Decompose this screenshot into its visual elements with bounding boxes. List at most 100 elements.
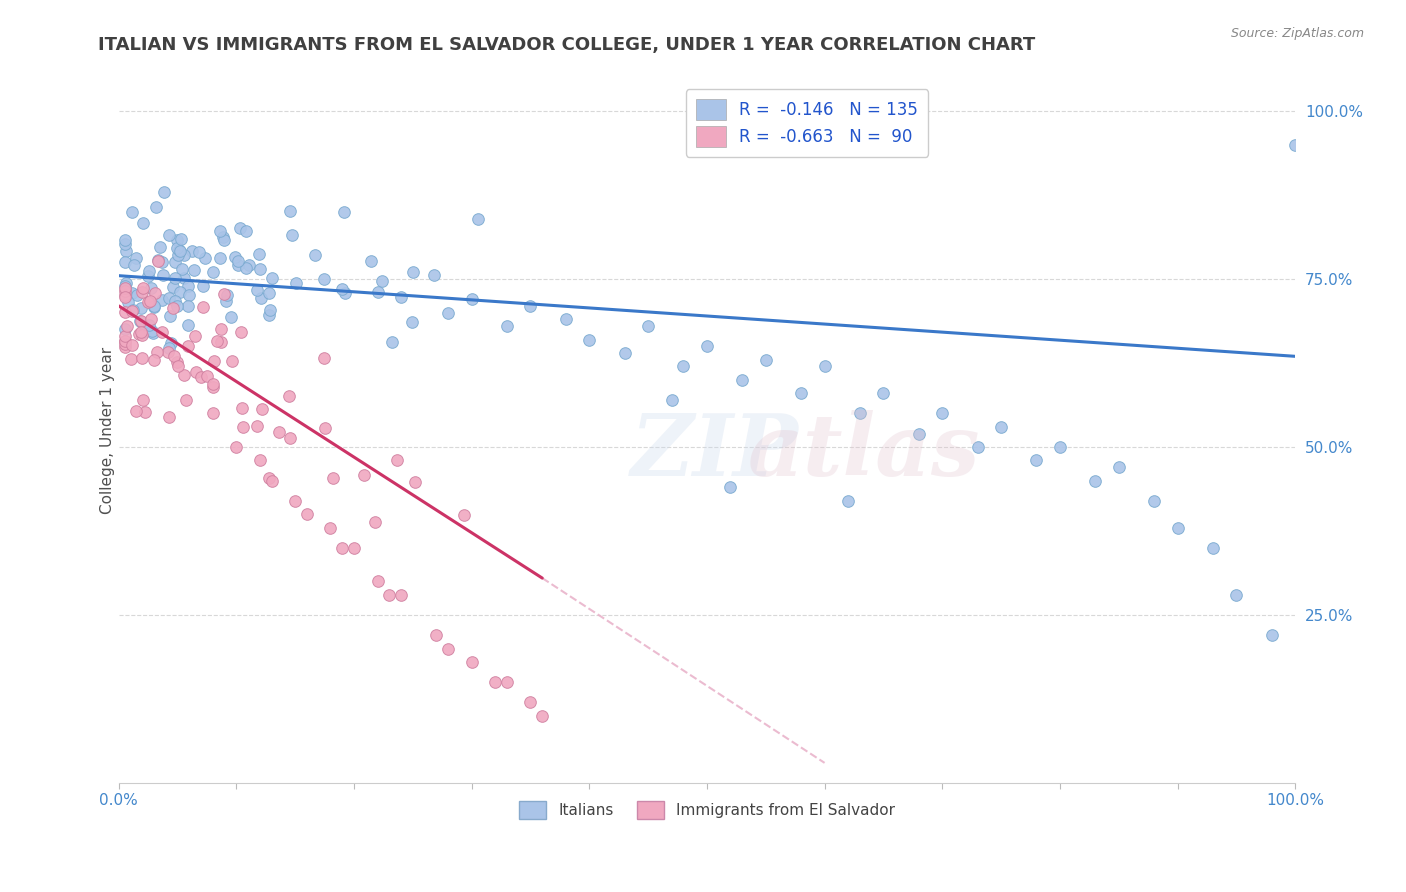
Point xyxy=(114,288,136,302)
Point xyxy=(125,251,148,265)
Point xyxy=(121,303,143,318)
Point xyxy=(281,228,304,243)
Point xyxy=(1084,474,1107,488)
Point xyxy=(330,541,353,555)
Point xyxy=(177,299,200,313)
Point xyxy=(138,264,160,278)
Point xyxy=(121,338,143,352)
Point xyxy=(285,276,308,290)
Point xyxy=(183,263,205,277)
Point xyxy=(437,641,460,656)
Point xyxy=(129,314,152,328)
Point xyxy=(389,290,412,304)
Point xyxy=(190,370,212,384)
Point xyxy=(150,255,173,269)
Point xyxy=(1049,440,1071,454)
Legend: Italians, Immigrants from El Salvador: Italians, Immigrants from El Salvador xyxy=(512,795,901,825)
Point xyxy=(114,255,136,269)
Point xyxy=(228,220,250,235)
Point xyxy=(131,351,153,365)
Point xyxy=(134,404,156,418)
Point xyxy=(166,355,188,369)
Point xyxy=(193,279,215,293)
Point xyxy=(215,287,238,301)
Point xyxy=(247,247,270,261)
Point xyxy=(163,294,186,309)
Point xyxy=(166,359,188,374)
Point xyxy=(127,288,149,302)
Point xyxy=(146,345,169,359)
Point xyxy=(201,406,224,420)
Point xyxy=(121,304,143,318)
Point xyxy=(401,315,423,329)
Point xyxy=(249,261,271,276)
Point xyxy=(314,420,336,434)
Point xyxy=(637,319,659,334)
Point xyxy=(226,254,249,268)
Point xyxy=(131,285,153,299)
Point xyxy=(114,305,136,319)
Point xyxy=(257,308,280,322)
Point xyxy=(531,709,554,723)
Point xyxy=(460,292,482,306)
Point xyxy=(245,283,267,297)
Point xyxy=(1202,541,1225,555)
Point xyxy=(484,675,506,690)
Point xyxy=(148,253,170,268)
Point xyxy=(114,329,136,343)
Point xyxy=(1260,628,1282,642)
Point xyxy=(1225,588,1247,602)
Point xyxy=(173,271,195,285)
Point xyxy=(367,574,389,589)
Point xyxy=(314,351,336,366)
Point xyxy=(132,281,155,295)
Point xyxy=(322,471,344,485)
Point xyxy=(114,334,136,348)
Point xyxy=(166,233,188,247)
Point xyxy=(314,272,336,286)
Point xyxy=(259,303,281,318)
Point xyxy=(177,279,200,293)
Point xyxy=(381,334,404,349)
Point xyxy=(378,588,401,602)
Point xyxy=(201,380,224,394)
Point xyxy=(145,200,167,214)
Point xyxy=(184,365,207,379)
Point xyxy=(872,386,894,401)
Point xyxy=(114,278,136,293)
Point xyxy=(142,299,165,313)
Point xyxy=(157,341,180,355)
Point xyxy=(990,420,1012,434)
Point xyxy=(139,281,162,295)
Point xyxy=(1108,460,1130,475)
Point xyxy=(163,349,186,363)
Point xyxy=(696,339,718,353)
Point xyxy=(367,285,389,300)
Point xyxy=(193,300,215,314)
Point xyxy=(519,299,541,313)
Point xyxy=(209,335,232,350)
Text: Source: ZipAtlas.com: Source: ZipAtlas.com xyxy=(1230,27,1364,40)
Point xyxy=(152,268,174,282)
Point xyxy=(138,318,160,332)
Point xyxy=(160,336,183,351)
Text: ZIP: ZIP xyxy=(630,409,799,493)
Point xyxy=(295,508,318,522)
Point xyxy=(460,655,482,669)
Point xyxy=(141,324,163,338)
Point xyxy=(284,493,307,508)
Point xyxy=(249,453,271,467)
Point xyxy=(208,251,231,265)
Point xyxy=(114,334,136,348)
Point xyxy=(114,280,136,294)
Point xyxy=(115,276,138,290)
Point xyxy=(129,326,152,340)
Point xyxy=(278,204,301,219)
Point xyxy=(849,406,872,420)
Point xyxy=(813,359,835,374)
Point xyxy=(257,286,280,301)
Point xyxy=(319,521,342,535)
Point xyxy=(114,290,136,304)
Point xyxy=(162,279,184,293)
Point xyxy=(173,368,195,383)
